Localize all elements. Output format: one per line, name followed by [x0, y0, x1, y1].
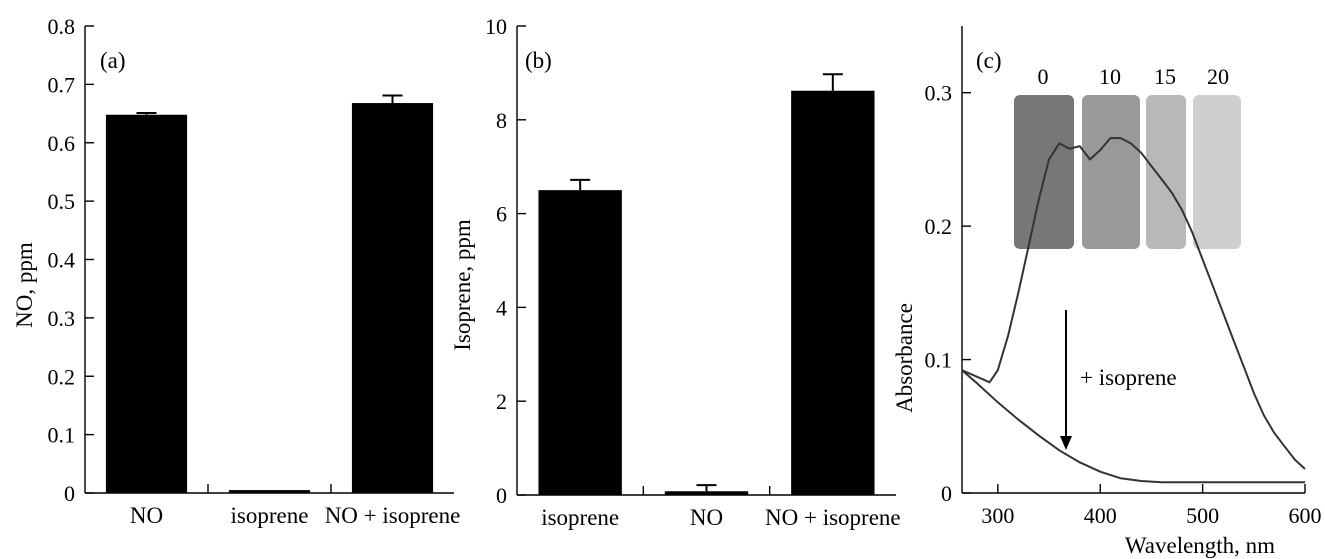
- panel-a-bar-no-isoprene: [351, 103, 434, 494]
- panel-b-bar-isoprene: [538, 190, 622, 495]
- panel-a-y-tick-label: 0: [64, 481, 75, 506]
- panel-c-y-axis-label: Absorbance: [892, 303, 917, 413]
- panel-c-x-tick-label: 600: [1289, 503, 1322, 528]
- inset-label-15: 15: [1154, 64, 1176, 89]
- panel-a-y-tick-label: 0.6: [48, 131, 76, 156]
- isoprene-annotation: + isoprene: [1080, 365, 1177, 390]
- panel-b-y-tick-label: 10: [485, 14, 507, 39]
- panel-a-y-tick-label: 0.7: [48, 72, 76, 97]
- panel-c-chart: (c) Absorbance Wavelength, nm 0 10 15 20…: [892, 26, 1322, 558]
- panel-a-bar-no: [105, 114, 188, 493]
- inset-tube-0: [1014, 95, 1074, 249]
- panel-b-error-bar: [696, 484, 717, 492]
- inset-tube-15: [1146, 95, 1186, 249]
- panel-a-x-tick-label: NO: [130, 503, 163, 528]
- decrease-arrow-head: [1060, 436, 1072, 450]
- panel-c-x-tick-label: 400: [1084, 503, 1117, 528]
- panel-c-y-tick-label: 0: [941, 481, 952, 506]
- inset-label-0: 0: [1038, 64, 1049, 89]
- panel-a-y-tick-label: 0.8: [48, 14, 76, 39]
- panel-a-y-tick-label: 0.2: [48, 364, 76, 389]
- panel-c-y-tick-label: 0.2: [925, 214, 953, 239]
- panel-a-y-tick-label: 0.3: [48, 306, 76, 331]
- panel-b-x-tick-label: NO: [690, 505, 723, 530]
- panel-a-y-tick-label: 0.5: [48, 189, 76, 214]
- panel-b-bar-no-isoprene: [791, 90, 875, 496]
- inset-tube-10: [1082, 95, 1140, 249]
- panel-b-y-tick-label: 6: [496, 202, 507, 227]
- panel-c-y-tick-label: 0.3: [925, 81, 953, 106]
- panel-a-chart: (a) NO, ppm 0 0.1 0.2 0.3 0.4 0.5 0.6 0.7 0.8 NO i…: [12, 14, 460, 528]
- panel-b-y-tick-label: 0: [496, 483, 507, 508]
- panel-a-y-tick-label: 0.4: [48, 248, 76, 273]
- panel-b-x-tick-label: isoprene: [541, 505, 619, 530]
- panel-c-x-tick-label: 500: [1186, 503, 1219, 528]
- panel-b-y-axis-label: Isoprene, ppm: [450, 219, 475, 351]
- panel-a-y-tick-label: 0.1: [48, 423, 76, 448]
- panel-c-x-axis-label: Wavelength, nm: [1125, 533, 1275, 558]
- panel-a-x-tick-label: NO + isoprene: [325, 503, 461, 528]
- panel-c-y-tick-label: 0.1: [925, 348, 953, 373]
- panel-a-label: (a): [100, 48, 126, 73]
- spectrum-final-line: [961, 369, 1305, 484]
- panel-a-bar-isoprene: [228, 490, 311, 493]
- panel-b-chart: (b) Isoprene, ppm 0 2 4 6 8 10 isoprene NO NO + …: [450, 14, 901, 530]
- panel-a-x-tick-label: isoprene: [231, 503, 309, 528]
- panel-b-y-tick-label: 8: [496, 108, 507, 133]
- panel-b-bar-no: [664, 491, 749, 495]
- panel-b-x-tick-label: NO + isoprene: [765, 505, 901, 530]
- panel-b-y-tick-label: 2: [496, 389, 507, 414]
- panel-b-error-bar: [570, 178, 591, 191]
- spectrum-initial-line: [961, 137, 1306, 470]
- inset-label-10: 10: [1099, 64, 1121, 89]
- panel-a-error-bar: [382, 94, 403, 104]
- panel-b-y-tick-label: 4: [496, 295, 507, 320]
- panel-c-label: (c): [976, 48, 1002, 73]
- inset-tubes-photo: 0 10 15 20: [1014, 64, 1241, 249]
- panel-b-label: (b): [525, 48, 552, 73]
- inset-tube-20: [1193, 95, 1241, 249]
- panel-b-error-bar: [822, 73, 843, 91]
- panel-a-error-bar: [136, 111, 157, 115]
- panel-a-y-axis-label: NO, ppm: [12, 242, 37, 328]
- inset-label-20: 20: [1207, 64, 1229, 89]
- panel-c-x-tick-label: 300: [981, 503, 1014, 528]
